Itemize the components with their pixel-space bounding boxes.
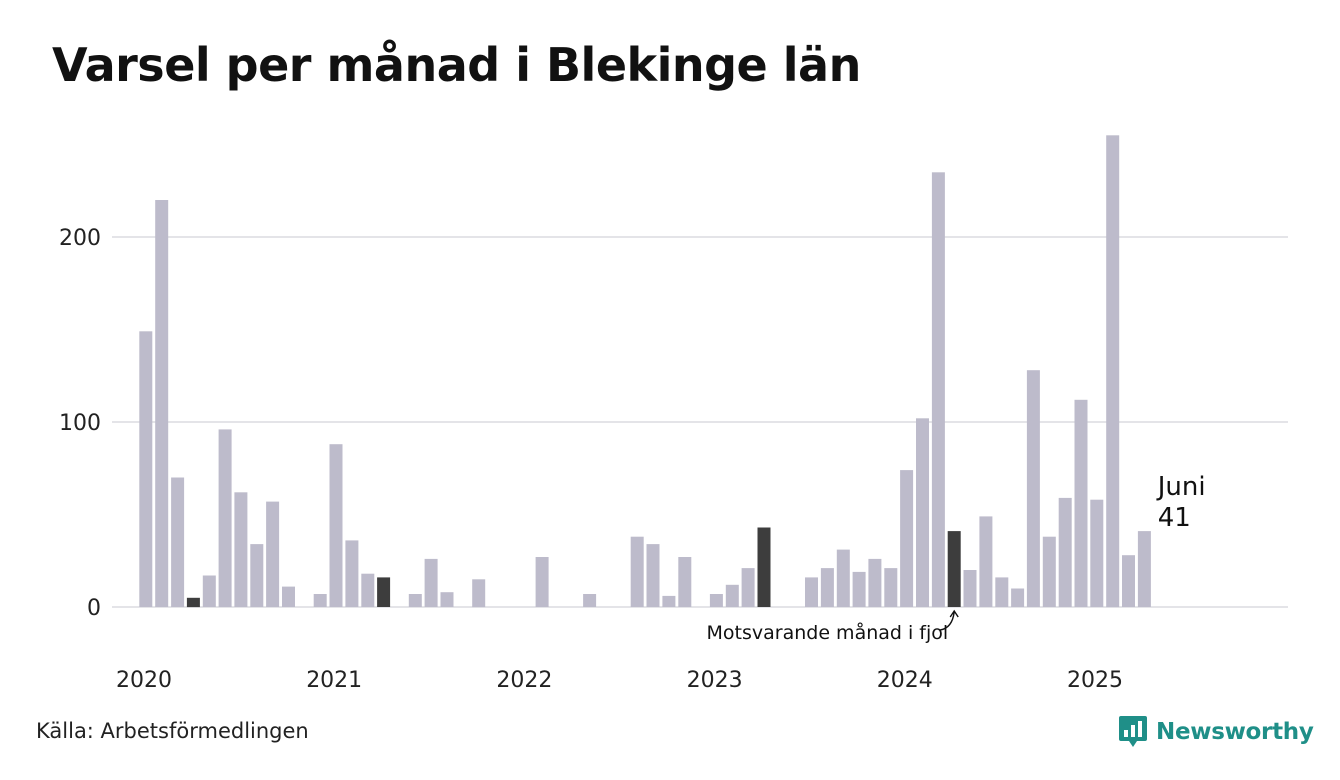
x-tick-label: 2023 [687, 668, 743, 693]
bar [709, 594, 723, 607]
x-tick-label: 2021 [306, 668, 362, 693]
bar [345, 540, 359, 607]
bar [266, 501, 280, 607]
bar [836, 549, 850, 607]
bar [583, 594, 597, 607]
bar [852, 571, 866, 607]
bar [868, 558, 882, 607]
x-tick-label: 2022 [496, 668, 552, 693]
bar [440, 592, 454, 607]
bar [1090, 499, 1104, 607]
bar [900, 470, 914, 607]
annotations: Juni 41 Motsvarande månad i fjol [707, 472, 1206, 644]
bar [884, 568, 898, 607]
y-tick-label: 200 [59, 226, 101, 251]
bar [1026, 370, 1040, 607]
source-note: Källa: Arbetsförmedlingen [36, 719, 309, 743]
newsworthy-logo: Newsworthy [1118, 714, 1314, 750]
bar [139, 331, 153, 607]
chart-title: Varsel per månad i Blekinge län [52, 38, 861, 92]
bar [1074, 399, 1088, 607]
newsworthy-logo-icon [1119, 716, 1147, 747]
bar [805, 577, 818, 607]
y-axis-ticks: 0 100 200 [59, 226, 101, 621]
previous-year-arrow [940, 609, 959, 631]
y-tick-label: 100 [59, 411, 101, 436]
bar [1011, 588, 1025, 607]
bar [662, 595, 676, 607]
bar [725, 584, 739, 607]
current-value-label: 41 [1158, 503, 1191, 533]
y-tick-label: 0 [87, 596, 101, 621]
bar [1106, 135, 1120, 608]
x-tick-label: 2025 [1067, 668, 1123, 693]
bar [1042, 536, 1056, 607]
bar [408, 594, 422, 607]
bar [329, 444, 343, 607]
bar [916, 418, 929, 607]
current-month-label: Juni [1156, 472, 1206, 502]
bar [820, 568, 834, 607]
bar [361, 573, 375, 607]
bar [186, 597, 200, 608]
bar [424, 558, 438, 607]
bar [741, 568, 755, 607]
bar [947, 531, 961, 607]
bar [979, 516, 993, 607]
x-tick-label: 2024 [877, 668, 933, 693]
bar [1137, 531, 1151, 607]
previous-year-note: Motsvarande månad i fjol [707, 621, 949, 644]
bar [995, 577, 1009, 607]
bar [678, 557, 692, 607]
bar [282, 586, 295, 607]
bar [218, 429, 232, 607]
bars [139, 135, 1151, 608]
bar [963, 570, 977, 607]
bar [472, 579, 486, 608]
bar [171, 477, 185, 607]
bar [202, 575, 216, 607]
x-axis-ticks: 2020 2021 2022 2023 2024 2025 [116, 668, 1123, 693]
bar [757, 527, 771, 607]
x-tick-label: 2020 [116, 668, 172, 693]
bar [234, 492, 248, 607]
bar [377, 577, 391, 607]
bar [250, 544, 264, 607]
bar [1122, 555, 1135, 607]
bar [931, 172, 945, 608]
bar [646, 544, 660, 607]
logo-text: Newsworthy [1156, 719, 1314, 745]
bar [535, 557, 549, 607]
bar [313, 594, 327, 607]
bar [155, 200, 169, 607]
bar [630, 536, 644, 607]
bar [1058, 497, 1072, 607]
